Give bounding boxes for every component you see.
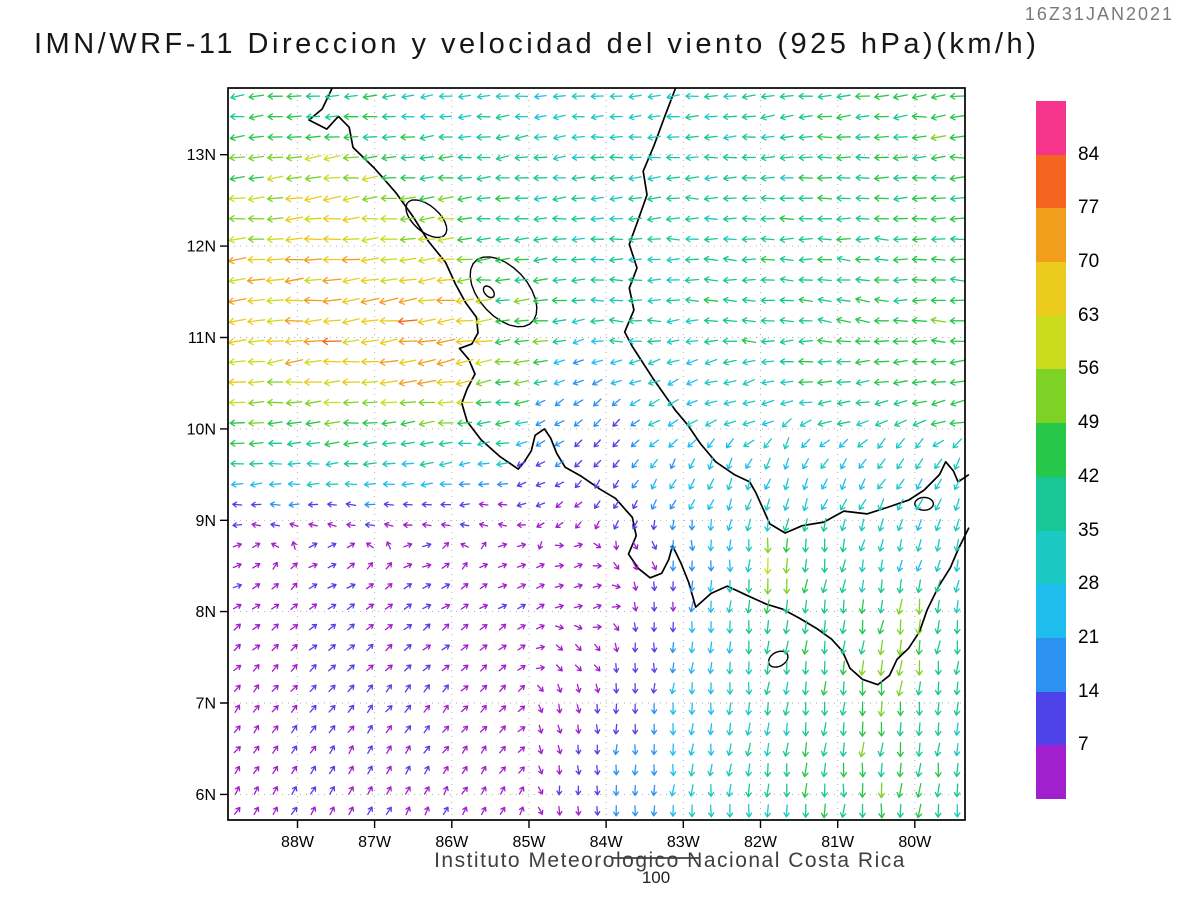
- colorbar-level-labels: 7 14 21 28 35 42 49 56 63 70 77 84: [1078, 101, 1148, 799]
- lon-tick-label: 81W: [821, 834, 855, 851]
- colorbar-block: [1036, 691, 1066, 746]
- lat-tick-label: 7N: [196, 696, 216, 713]
- lon-tick-label: 86W: [435, 834, 469, 851]
- wind-arrows-band-28-35: [268, 92, 963, 818]
- institution-caption: Instituto Meteorologico Nacional Costa R…: [434, 849, 906, 872]
- colorbar-level-label: 42: [1078, 465, 1100, 487]
- wind-arrows-band-70-77: [228, 255, 456, 387]
- colorbar-block: [1036, 154, 1066, 209]
- lat-tick-label: 6N: [196, 787, 216, 804]
- colorbar-level-label: 21: [1078, 626, 1100, 648]
- colorbar-level-label: 35: [1078, 519, 1100, 541]
- colorbar-level-label: 28: [1078, 573, 1100, 595]
- colorbar-level-label: 77: [1078, 197, 1100, 219]
- chart-title: IMN/WRF-11 Direccion y velocidad del vie…: [34, 28, 1040, 60]
- wind-arrows-band-77-84: [322, 317, 418, 346]
- reference-vector-value: 100: [641, 868, 671, 887]
- wind-arrows-band-35-42: [229, 92, 965, 819]
- colorbar-block: [1036, 315, 1066, 370]
- colorbar-level-label: 84: [1078, 143, 1100, 165]
- colorbar-block: [1036, 637, 1066, 692]
- lon-tick-label: 85W: [513, 834, 547, 851]
- colorbar-block: [1036, 101, 1066, 155]
- colorbar-block: [1036, 745, 1066, 799]
- lat-tick-label: 13N: [187, 147, 216, 164]
- colorbar-block: [1036, 530, 1066, 585]
- plot-border: [227, 87, 966, 821]
- lon-tick-label: 80W: [898, 834, 932, 851]
- lon-tick-label: 82W: [744, 834, 778, 851]
- lat-tick-label: 10N: [187, 421, 216, 438]
- lon-tick-label: 84W: [590, 834, 624, 851]
- gatun-lake: [914, 496, 935, 511]
- colorbar-block: [1036, 584, 1066, 638]
- lon-tick-label: 88W: [281, 834, 315, 851]
- lat-tick-label: 9N: [196, 513, 216, 530]
- lon-tick-label: 87W: [358, 834, 392, 851]
- lat-tick-label: 12N: [187, 239, 216, 256]
- colorbar-level-label: 63: [1078, 304, 1100, 326]
- lon-tick-label: 83W: [667, 834, 701, 851]
- lat-tick-label: 8N: [196, 604, 216, 621]
- valid-time-label: 16Z31JAN2021: [1024, 4, 1174, 24]
- coastline: [623, 87, 970, 534]
- colorbar-block: [1036, 369, 1066, 424]
- colorbar-block: [1036, 476, 1066, 531]
- wind-arrows-band-49-56: [228, 134, 947, 799]
- colorbar-level-label: 49: [1078, 412, 1100, 434]
- ometepe-island: [482, 285, 496, 299]
- wind-arrows-band-56-63: [228, 154, 772, 575]
- colorbar-level-label: 70: [1078, 251, 1100, 273]
- colorbar-level-label: 56: [1078, 358, 1100, 380]
- wind-arrows-band-21-28: [230, 93, 923, 817]
- colorbar-block: [1036, 423, 1066, 477]
- colorbar: 7 14 21 28 35 42 49 56 63 70 77 84: [1036, 101, 1166, 799]
- colorbar-block: [1036, 262, 1066, 316]
- wind-arrows-band-63-70: [228, 194, 493, 387]
- wind-arrows-band-0-7: [232, 501, 677, 816]
- coastline: [308, 87, 970, 686]
- wind-arrows-band-42-49: [229, 92, 966, 819]
- colorbar-block: [1036, 208, 1066, 263]
- axis-ticks: [220, 154, 916, 828]
- lat-tick-label: 11N: [188, 330, 216, 347]
- colorbar-scale: [1036, 101, 1066, 799]
- lake-nicaragua: [469, 256, 538, 328]
- colorbar-level-label: 14: [1078, 680, 1100, 702]
- wind-arrows-band-14-21: [269, 359, 715, 817]
- wind-arrows-band-7-14: [232, 418, 677, 816]
- colorbar-level-label: 7: [1078, 734, 1089, 756]
